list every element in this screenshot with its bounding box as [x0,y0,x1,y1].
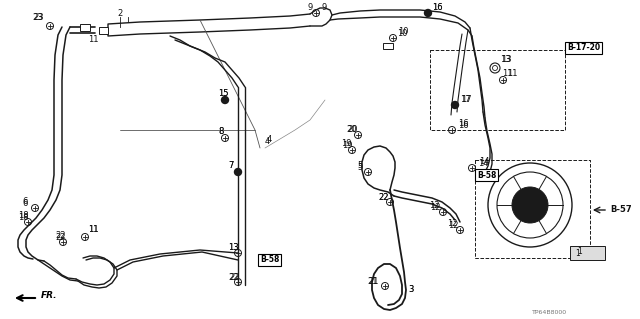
Text: 22: 22 [55,232,65,241]
Text: 13: 13 [228,243,239,253]
Text: 1: 1 [575,249,580,257]
Circle shape [221,97,228,103]
Text: 1: 1 [577,248,582,256]
Text: 4: 4 [265,137,270,146]
Text: 3: 3 [408,286,413,294]
Text: 20: 20 [346,124,356,133]
Text: 2: 2 [117,10,123,19]
Text: TP64B8000: TP64B8000 [532,309,568,315]
Text: 21: 21 [367,277,378,286]
Text: 11: 11 [88,35,99,44]
Text: 16: 16 [432,3,443,11]
Circle shape [234,168,241,175]
Circle shape [512,187,548,223]
Text: 16: 16 [458,121,468,130]
Text: B-17-20: B-17-20 [567,43,600,53]
Text: 19: 19 [341,139,351,149]
Text: 14: 14 [478,159,488,167]
Text: 7: 7 [228,160,234,169]
Text: 12: 12 [448,220,458,229]
Text: 10: 10 [398,27,408,36]
Text: 23: 23 [32,13,43,23]
Text: 15: 15 [218,90,228,99]
Text: 23: 23 [33,12,44,21]
Text: 10: 10 [397,28,408,38]
Bar [99,26,108,33]
Text: 11: 11 [502,70,513,78]
FancyBboxPatch shape [570,246,605,260]
Text: FR.: FR. [41,292,58,300]
Text: 13: 13 [501,55,511,63]
Text: 3: 3 [408,285,413,293]
Text: 5: 5 [357,161,362,170]
Text: 8: 8 [218,128,223,137]
Text: B-58: B-58 [477,170,497,180]
Bar [383,43,393,49]
Text: 22: 22 [55,233,65,241]
Bar [80,24,90,31]
Text: 17: 17 [461,94,472,103]
Text: 20: 20 [347,125,358,135]
Text: 22: 22 [229,272,239,281]
Text: 12: 12 [447,219,458,228]
Text: 16: 16 [432,4,443,12]
Text: 18: 18 [18,211,29,220]
Text: 9: 9 [307,4,312,12]
Text: 14: 14 [479,158,490,167]
Text: 19: 19 [342,140,353,150]
Text: 15: 15 [218,88,228,98]
Text: 6: 6 [22,198,28,207]
Text: 21: 21 [368,278,378,286]
Text: 6: 6 [22,197,28,206]
Text: B-58: B-58 [260,256,280,264]
Text: 12: 12 [429,202,440,211]
Text: 4: 4 [267,136,272,145]
Text: 11: 11 [507,70,518,78]
Text: 22: 22 [378,194,388,203]
Text: 12: 12 [430,203,440,211]
Text: 17: 17 [460,95,470,105]
Text: 8: 8 [218,128,223,137]
Text: 18: 18 [18,213,29,222]
Text: 11: 11 [88,226,99,234]
Text: 9: 9 [322,4,327,12]
Circle shape [451,101,458,108]
Text: 22: 22 [228,273,239,283]
Text: 7: 7 [228,161,234,170]
Text: 5: 5 [357,162,362,172]
Text: 11: 11 [88,225,99,234]
Text: B-57: B-57 [610,205,632,214]
Circle shape [424,10,431,17]
Text: 13: 13 [228,242,239,251]
Text: 22: 22 [378,192,388,202]
Text: 16: 16 [458,120,468,129]
Text: 13: 13 [500,56,511,64]
